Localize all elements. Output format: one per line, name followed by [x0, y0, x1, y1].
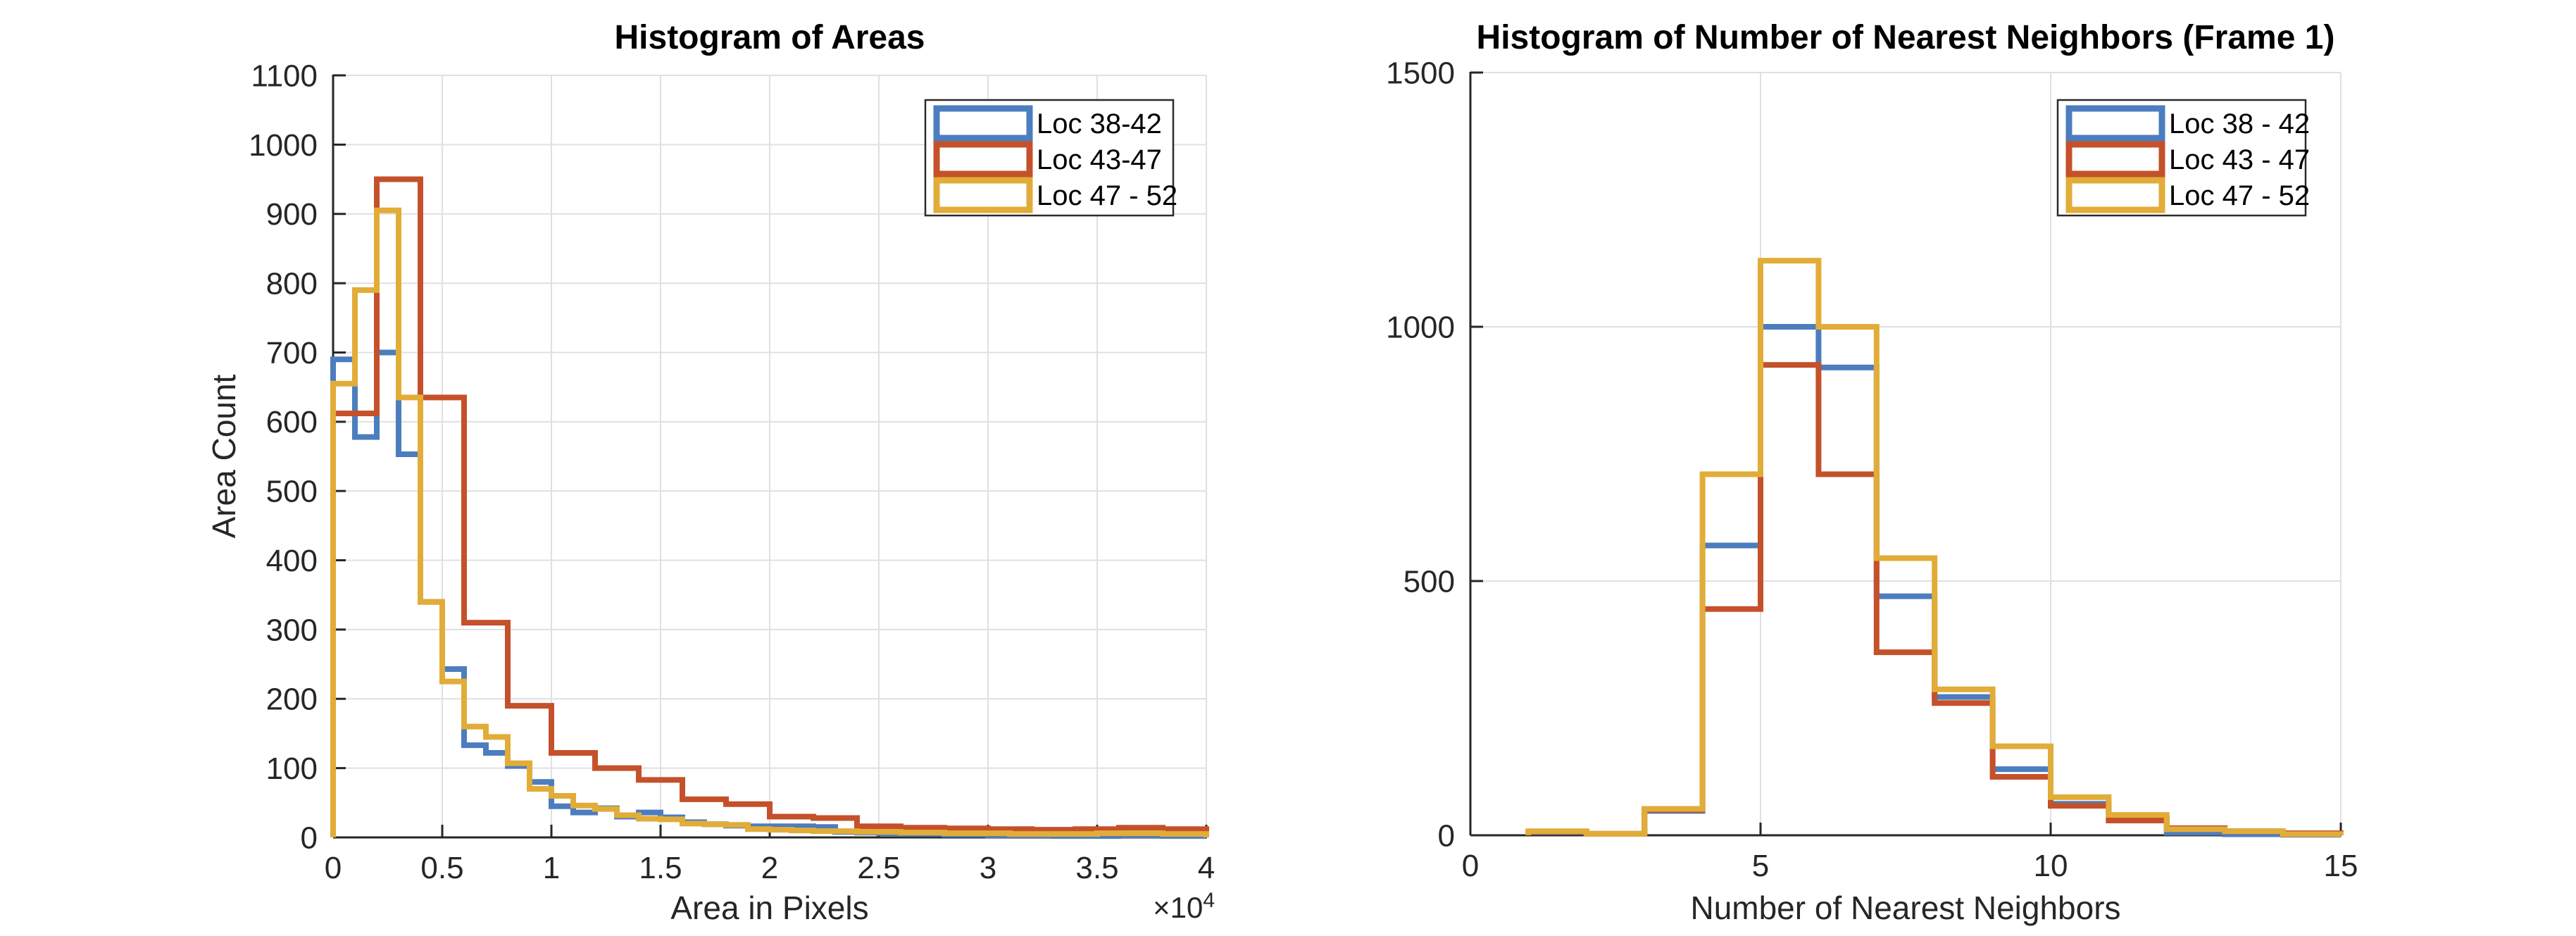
y-tick-label: 800	[266, 266, 318, 301]
stairs-series-Loc 47 - 52	[330, 207, 1209, 837]
left-plot-title: Histogram of Areas	[614, 19, 925, 56]
stairs-series-Loc 47 - 52	[1525, 258, 2344, 837]
y-tick-label: 0	[301, 820, 318, 855]
x-tick-label: 3.5	[1075, 851, 1118, 885]
legend-label: Loc 43-47	[1037, 144, 1162, 175]
y-tick-label: 700	[266, 336, 318, 370]
x-tick-label: 5	[1752, 849, 1769, 883]
x-tick-label: 2	[761, 851, 778, 885]
legend-label: Loc 38-42	[1037, 108, 1162, 139]
legend-label: Loc 47 - 52	[2169, 180, 2310, 211]
right-x-axis-label: Number of Nearest Neighbors	[1690, 890, 2121, 926]
y-tick-label: 500	[1403, 564, 1455, 599]
legend-swatch	[2065, 141, 2165, 177]
x-tick-label: 1.5	[639, 851, 682, 885]
legend-swatch	[933, 141, 1033, 177]
legend-label: Loc 38 - 42	[2169, 108, 2310, 139]
x-tick-label: 0	[325, 851, 342, 885]
legend-1: Loc 38 - 42 Loc 43 - 47 Loc 47 - 52	[2056, 99, 2310, 217]
y-tick-label: 600	[266, 405, 318, 439]
y-tick-label: 100	[266, 751, 318, 786]
x-tick-label: 2.5	[857, 851, 900, 885]
legend-0: Loc 38-42 Loc 43-47 Loc 47 - 52	[924, 99, 1177, 217]
legend-swatch	[2065, 105, 2165, 142]
legend-label: Loc 47 - 52	[1037, 180, 1177, 211]
right-plot-title: Histogram of Number of Nearest Neighbors…	[1476, 19, 2335, 56]
legend-swatch	[2065, 177, 2165, 213]
y-tick-label: 400	[266, 544, 318, 578]
legend-swatch	[933, 105, 1033, 142]
plot-area-1: 0 5 10 15 0 500 1000 1500	[1386, 56, 2358, 883]
x-tick-label: 15	[2324, 849, 2358, 883]
plot-area-0: 0 0.5 1 1.5 2 2.5 3 3.5 4 0 100 200 300 400 500 600 700 8…	[249, 58, 1215, 885]
x-tick-label: 1	[543, 851, 560, 885]
y-tick-label: 900	[266, 197, 318, 232]
y-tick-label: 300	[266, 613, 318, 647]
x-tick-label: 0.5	[420, 851, 463, 885]
left-x-axis-label: Area in Pixels	[670, 890, 869, 926]
left-y-axis-label: Area Count	[206, 374, 242, 539]
y-tick-label: 1100	[251, 58, 318, 93]
y-tick-label: 1000	[1386, 310, 1455, 344]
stairs-series-Loc 43-47	[330, 176, 1209, 837]
y-tick-label: 0	[1438, 818, 1455, 853]
legend-label: Loc 43 - 47	[2169, 144, 2310, 175]
x-axis-exponent-label: ×104	[1084, 889, 1215, 925]
y-tick-label: 1000	[249, 128, 318, 163]
y-tick-label: 500	[266, 475, 318, 509]
x-axis-exponent-power: 4	[1203, 889, 1215, 912]
x-tick-label: 3	[980, 851, 996, 885]
x-axis-exponent-prefix: ×10	[1153, 891, 1203, 924]
legend-swatch	[933, 177, 1033, 213]
x-tick-label: 4	[1198, 851, 1215, 885]
y-tick-label: 200	[266, 682, 318, 717]
y-tick-label: 1500	[1386, 56, 1455, 90]
x-tick-label: 10	[2034, 849, 2068, 883]
x-tick-label: 0	[1462, 849, 1479, 883]
